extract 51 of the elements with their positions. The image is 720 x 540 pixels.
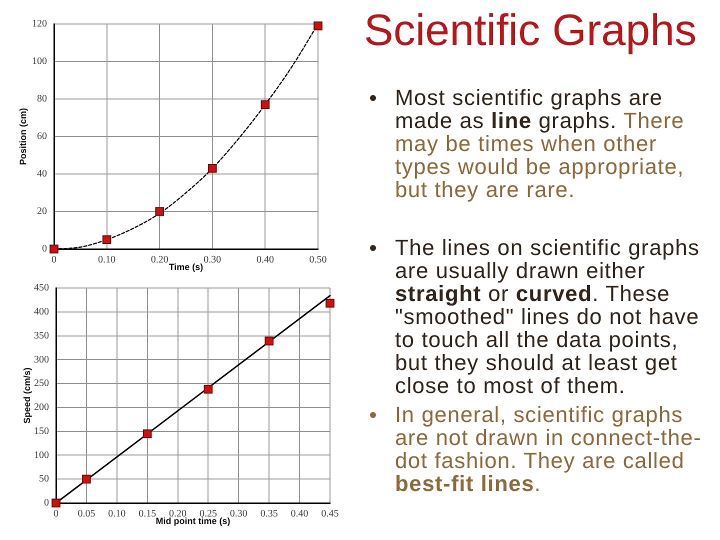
x-tick-label: 0.10 bbox=[108, 508, 126, 520]
point bbox=[208, 164, 217, 173]
text: Scientific Graphs bbox=[364, 6, 697, 56]
x-tick-label: 0.40 bbox=[290, 508, 308, 520]
x-tick-label: 0 bbox=[52, 254, 56, 266]
y-axis-title: Position (cm) bbox=[18, 108, 28, 166]
text: In general, scientific graphs are not drawn in connect-the-dot fashion. They are called best-fit lines. bbox=[395, 402, 702, 496]
x-tick-label: 0.30 bbox=[204, 254, 222, 266]
y-tick-label: 150 bbox=[34, 426, 49, 437]
x-tick-label: 0.15 bbox=[138, 508, 156, 520]
y-axis-title: Speed (cm/s) bbox=[22, 367, 32, 424]
y-tick-label: 0 bbox=[44, 498, 49, 509]
y-tick-label: 350 bbox=[34, 330, 49, 342]
y-tick-label: 0 bbox=[42, 244, 47, 255]
x-axis-title: Mid point time (s) bbox=[156, 516, 230, 526]
y-tick-label: 60 bbox=[37, 131, 47, 142]
y-tick-label: 80 bbox=[37, 94, 47, 105]
point bbox=[102, 235, 112, 244]
y-tick-label: 20 bbox=[37, 206, 47, 218]
point bbox=[82, 474, 91, 484]
x-tick-label: 0.20 bbox=[150, 254, 168, 266]
x-tick-label: 0.10 bbox=[98, 254, 116, 266]
y-tick-label: 250 bbox=[34, 378, 49, 390]
x-tick-label: 0.05 bbox=[78, 508, 96, 520]
x-tick-label: 0.35 bbox=[260, 508, 278, 520]
text: The lines on scientific graphs are usually drawn either straight or curved. These "smoothed" lines do not have to touch all the data points, but they should at least get close to most of them. bbox=[395, 235, 700, 398]
y-tick-label: 300 bbox=[34, 354, 49, 366]
x-tick-label: 0.30 bbox=[230, 508, 248, 520]
y-tick-label: 50 bbox=[39, 474, 49, 485]
y-tick-label: 100 bbox=[32, 56, 47, 68]
point bbox=[314, 21, 322, 30]
y-tick-label: 200 bbox=[34, 402, 49, 414]
point bbox=[50, 244, 58, 254]
y-tick-label: 120 bbox=[32, 18, 47, 30]
point bbox=[204, 384, 213, 394]
x-axis-title: Time (s) bbox=[168, 262, 204, 272]
point bbox=[326, 298, 334, 308]
y-tick-label: 100 bbox=[34, 450, 49, 461]
x-tick-label: 0.50 bbox=[309, 254, 327, 266]
point bbox=[155, 207, 164, 216]
point bbox=[52, 498, 60, 508]
x-tick-label: 0 bbox=[54, 508, 58, 520]
x-tick-label: 0.40 bbox=[256, 254, 274, 266]
point bbox=[260, 100, 270, 110]
text: Most scientific graphs are made as line graphs. There may be times when other types would be appropriate, but they are rare. bbox=[395, 85, 684, 202]
x-tick-label: 0.45 bbox=[321, 508, 339, 520]
point bbox=[142, 429, 152, 438]
y-tick-label: 40 bbox=[37, 168, 47, 180]
y-tick-label: 400 bbox=[34, 306, 49, 318]
y-tick-label: 450 bbox=[34, 282, 49, 294]
point bbox=[264, 336, 274, 346]
